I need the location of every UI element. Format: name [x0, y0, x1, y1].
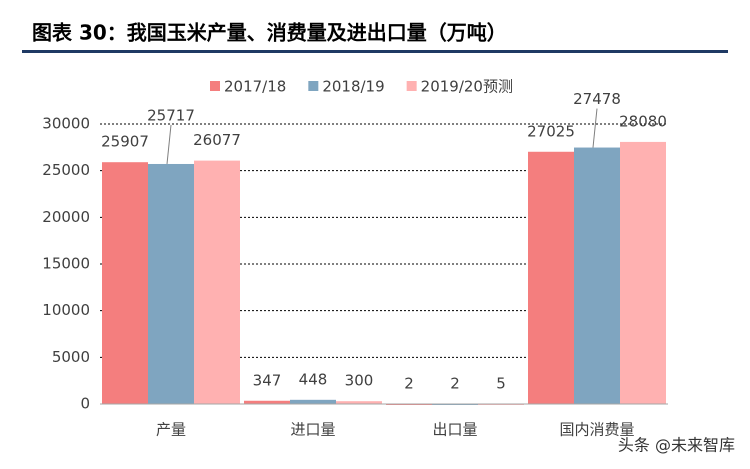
- legend-swatch: [406, 81, 417, 91]
- x-tick-label: 产量: [156, 421, 186, 439]
- y-tick-label: 10000: [42, 301, 90, 319]
- bar: [194, 160, 240, 404]
- data-label: 300: [345, 372, 374, 390]
- data-label: 26077: [193, 131, 241, 149]
- bar: [102, 162, 148, 404]
- bar: [148, 163, 194, 404]
- data-label: 27478: [573, 90, 621, 108]
- y-tick-label: 15000: [42, 255, 90, 273]
- x-tick-label: 国内消费量: [559, 421, 634, 439]
- title-rule: [22, 50, 728, 53]
- data-label: 5: [496, 374, 506, 392]
- bar: [528, 151, 574, 404]
- data-label: 27025: [527, 122, 575, 140]
- y-tick-label: 25000: [42, 161, 90, 179]
- data-label: 347: [253, 371, 282, 389]
- y-tick-label: 0: [80, 395, 90, 413]
- legend-label: 2018/19: [322, 78, 384, 96]
- x-tick-label: 进口量: [290, 421, 335, 439]
- leader-line: [592, 108, 598, 148]
- x-tick-label: 出口量: [432, 421, 477, 439]
- data-label: 25907: [101, 133, 149, 151]
- data-label: 25717: [147, 106, 195, 124]
- legend-label: 2017/18: [224, 78, 286, 96]
- watermark: 头条 @未来智库: [618, 436, 735, 455]
- bar: [336, 401, 382, 404]
- bar: [244, 400, 290, 404]
- data-label: 2: [404, 374, 414, 392]
- y-tick-label: 5000: [52, 348, 90, 366]
- legend-swatch: [308, 81, 319, 91]
- bar: [290, 399, 336, 404]
- y-tick-label: 30000: [42, 115, 90, 133]
- bar: [620, 141, 666, 405]
- chart-title: 图表 30：我国玉米产量、消费量及进出口量（万吨）: [32, 21, 507, 45]
- data-label: 28080: [619, 112, 667, 130]
- legend-swatch: [210, 81, 220, 91]
- legend-label: 2019/20预测: [421, 78, 513, 96]
- y-tick-label: 20000: [42, 208, 90, 226]
- bar: [574, 147, 620, 404]
- data-label: 448: [299, 370, 328, 388]
- data-label: 2: [450, 374, 460, 392]
- leader-line: [166, 124, 172, 165]
